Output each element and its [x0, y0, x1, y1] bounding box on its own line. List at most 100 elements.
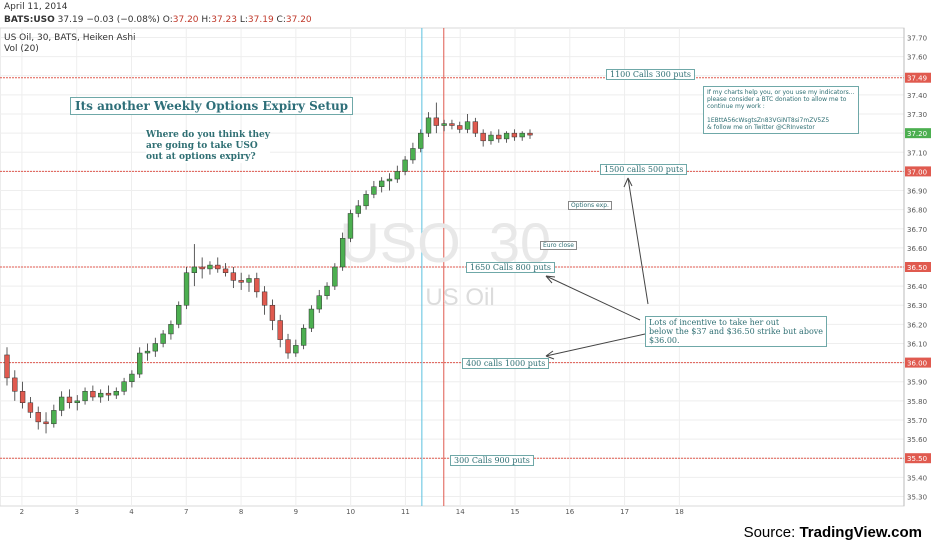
- candle: [82, 387, 88, 405]
- candle: [199, 257, 205, 279]
- candle: [215, 257, 221, 273]
- candle-body: [121, 381, 127, 392]
- candle-body: [496, 134, 502, 140]
- candle-body: [332, 266, 338, 287]
- candle: [51, 404, 57, 428]
- candle: [98, 389, 104, 403]
- candle-body: [293, 345, 299, 354]
- candle-body: [472, 121, 479, 134]
- question-note[interactable]: Where do you think they are going to tak…: [146, 130, 271, 163]
- level-label-35-50[interactable]: 300 Calls 900 puts: [450, 455, 534, 466]
- candle: [332, 263, 338, 290]
- candle: [300, 324, 307, 350]
- price-tick-label: 37.40: [907, 92, 927, 100]
- candle: [503, 131, 510, 143]
- candle-body: [449, 123, 455, 126]
- time-tick-label: 3: [74, 508, 78, 516]
- level-label-37-49[interactable]: 1100 Calls 300 puts: [606, 69, 695, 80]
- donation-note[interactable]: If my charts help you, or you use my ind…: [703, 86, 859, 134]
- candle: [269, 299, 276, 331]
- level-label-36-50[interactable]: 1650 Calls 800 puts: [466, 262, 555, 273]
- candle: [418, 129, 424, 153]
- candle: [394, 165, 400, 183]
- euro-close-tag[interactable]: Euro close: [540, 241, 577, 250]
- arrow-to-36-50: [545, 275, 641, 321]
- candle-body: [300, 327, 307, 346]
- candle-body: [160, 333, 166, 344]
- options-exp-tag[interactable]: Options exp.: [568, 201, 612, 210]
- time-tick-label: 16: [565, 508, 574, 516]
- candle: [4, 347, 10, 386]
- level-price-tag: [905, 453, 931, 464]
- candle-body: [347, 213, 354, 239]
- candle-body: [285, 339, 291, 354]
- incentive-note[interactable]: Lots of incentive to take her out below …: [645, 316, 828, 347]
- time-tick-label: 11: [401, 508, 410, 516]
- level-price-tag: [905, 262, 931, 272]
- level-label-37-00[interactable]: 1500 calls 500 puts: [600, 164, 688, 175]
- watermark-ticker: USO: [339, 211, 460, 274]
- candle: [511, 129, 518, 141]
- candle-body: [503, 132, 510, 140]
- candle: [433, 102, 439, 134]
- candle: [254, 272, 260, 298]
- candle: [230, 267, 237, 289]
- candle-body: [82, 391, 88, 402]
- arrowhead-36-50: [545, 275, 556, 284]
- candle-body: [261, 291, 268, 306]
- candle-body: [129, 373, 135, 382]
- candle-body: [433, 117, 439, 126]
- candle: [58, 391, 65, 417]
- arrow-to-36: [545, 333, 646, 357]
- candle-body: [35, 412, 41, 423]
- last-price: 37.19: [57, 15, 84, 25]
- candle: [480, 129, 486, 147]
- price-tick-label: 36.20: [907, 321, 927, 329]
- price-tick-label: 36.30: [907, 302, 927, 310]
- candle: [402, 156, 408, 176]
- candle: [308, 305, 315, 333]
- source-name: TradingView.com: [799, 524, 922, 541]
- candle: [457, 121, 463, 134]
- time-tick-label: 17: [620, 508, 629, 516]
- candle-body: [457, 125, 463, 130]
- price-tick-label: 35.70: [907, 417, 927, 425]
- price-tick-label: 37.70: [907, 35, 927, 43]
- series-name[interactable]: US Oil, 30, BATS, Heiken Ashi: [4, 33, 136, 43]
- time-tick-label: 9: [294, 508, 298, 516]
- candle-body: [246, 278, 252, 283]
- ohlc-high: 37.23: [211, 15, 237, 25]
- symbol-line: BATS:USO 37.19 −0.03 (−0.08%) O:37.20 H:…: [4, 15, 312, 25]
- candle: [449, 119, 455, 130]
- candle: [19, 381, 26, 409]
- time-tick-label: 10: [346, 508, 355, 516]
- candle-body: [183, 272, 190, 306]
- candle: [488, 131, 494, 145]
- candle: [222, 263, 229, 277]
- candle-body: [74, 400, 80, 404]
- candle-body: [386, 178, 393, 182]
- source-credit: Source: TradingView.com: [744, 524, 922, 541]
- candle-body: [66, 396, 73, 404]
- watermark-name: US Oil: [425, 284, 494, 311]
- chart-headline[interactable]: Its another Weekly Options Expiry Setup: [70, 97, 354, 115]
- candle-body: [410, 148, 416, 161]
- watermark: USO 30 US Oil: [339, 211, 551, 311]
- candle-body: [27, 402, 34, 413]
- volume-label[interactable]: Vol (20): [4, 44, 39, 54]
- candle-body: [207, 264, 213, 270]
- time-tick-label: 14: [456, 508, 465, 516]
- arrowhead-37: [623, 177, 633, 188]
- candle: [261, 286, 268, 315]
- candle: [293, 339, 299, 357]
- time-tick-label: 2: [20, 508, 24, 516]
- level-price-tag: [905, 166, 931, 177]
- candle: [152, 337, 158, 357]
- level-price-text: 36.00: [907, 360, 927, 368]
- chart-date: April 11, 2014: [4, 2, 68, 12]
- candle-body: [379, 180, 385, 187]
- level-label-36-00[interactable]: 400 calls 1000 puts: [462, 358, 550, 369]
- candle-body: [480, 132, 486, 142]
- time-tick-label: 7: [184, 508, 188, 516]
